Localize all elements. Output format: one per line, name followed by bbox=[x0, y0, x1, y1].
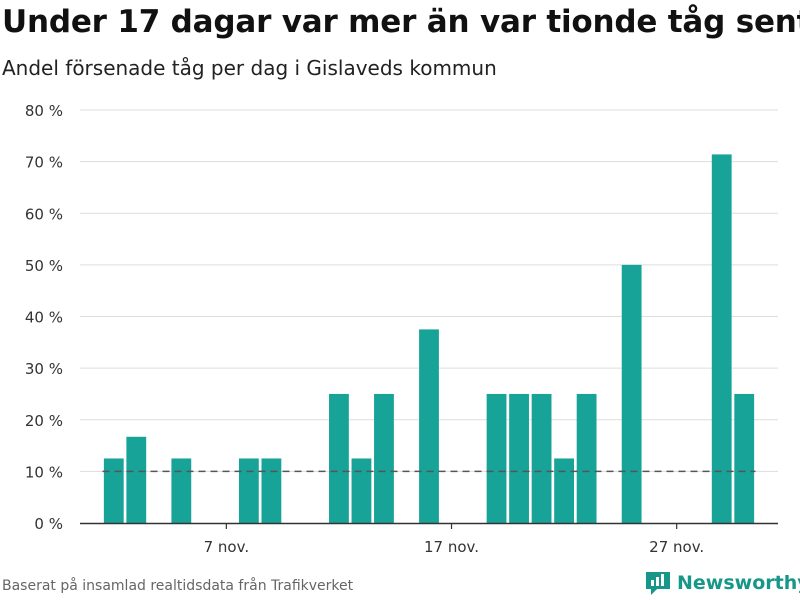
x-axis: 7 nov. 17 nov. 27 nov. bbox=[80, 522, 778, 556]
bar bbox=[171, 458, 192, 523]
bar bbox=[486, 393, 507, 523]
y-tick-label: 10 % bbox=[25, 463, 63, 481]
bars bbox=[103, 154, 755, 523]
source-note: Baserat på insamlad realtidsdata från Tr… bbox=[2, 578, 354, 594]
bar bbox=[351, 458, 372, 523]
chart-subtitle: Andel försenade tåg per dag i Gislaveds … bbox=[2, 56, 497, 80]
bar bbox=[329, 393, 349, 523]
newsworthy-logo-icon bbox=[646, 572, 670, 595]
y-tick-label: 0 % bbox=[34, 515, 63, 533]
bar bbox=[509, 393, 529, 523]
bar bbox=[621, 264, 642, 523]
x-tick-label: 27 nov. bbox=[649, 538, 704, 556]
chart-title: Under 17 dagar var mer än var tionde tåg… bbox=[2, 4, 800, 40]
y-tick-label: 80 % bbox=[25, 102, 63, 120]
bar bbox=[711, 154, 732, 523]
y-tick-label: 50 % bbox=[25, 257, 63, 275]
y-tick-label: 70 % bbox=[25, 154, 63, 172]
bar bbox=[531, 393, 552, 523]
x-tick-label: 7 nov. bbox=[204, 538, 249, 556]
x-tick-label: 17 nov. bbox=[424, 538, 479, 556]
y-tick-label: 20 % bbox=[25, 412, 63, 430]
newsworthy-logo: Newsworthy bbox=[644, 569, 800, 597]
y-tick-label: 30 % bbox=[25, 360, 63, 378]
bar bbox=[374, 393, 394, 523]
y-tick-label: 60 % bbox=[25, 205, 63, 223]
bar bbox=[261, 458, 282, 523]
bar bbox=[126, 436, 147, 523]
bar bbox=[576, 393, 597, 523]
brand-name: Newsworthy bbox=[677, 572, 800, 594]
bar bbox=[238, 458, 259, 523]
y-tick-label: 40 % bbox=[25, 309, 63, 327]
bar bbox=[554, 458, 575, 523]
bar bbox=[103, 458, 124, 523]
y-axis-tick-labels: 0 % 10 % 20 % 30 % 40 % 50 % 60 % 70 % 80 % bbox=[25, 102, 63, 533]
bar bbox=[734, 393, 755, 523]
bar bbox=[419, 329, 439, 523]
